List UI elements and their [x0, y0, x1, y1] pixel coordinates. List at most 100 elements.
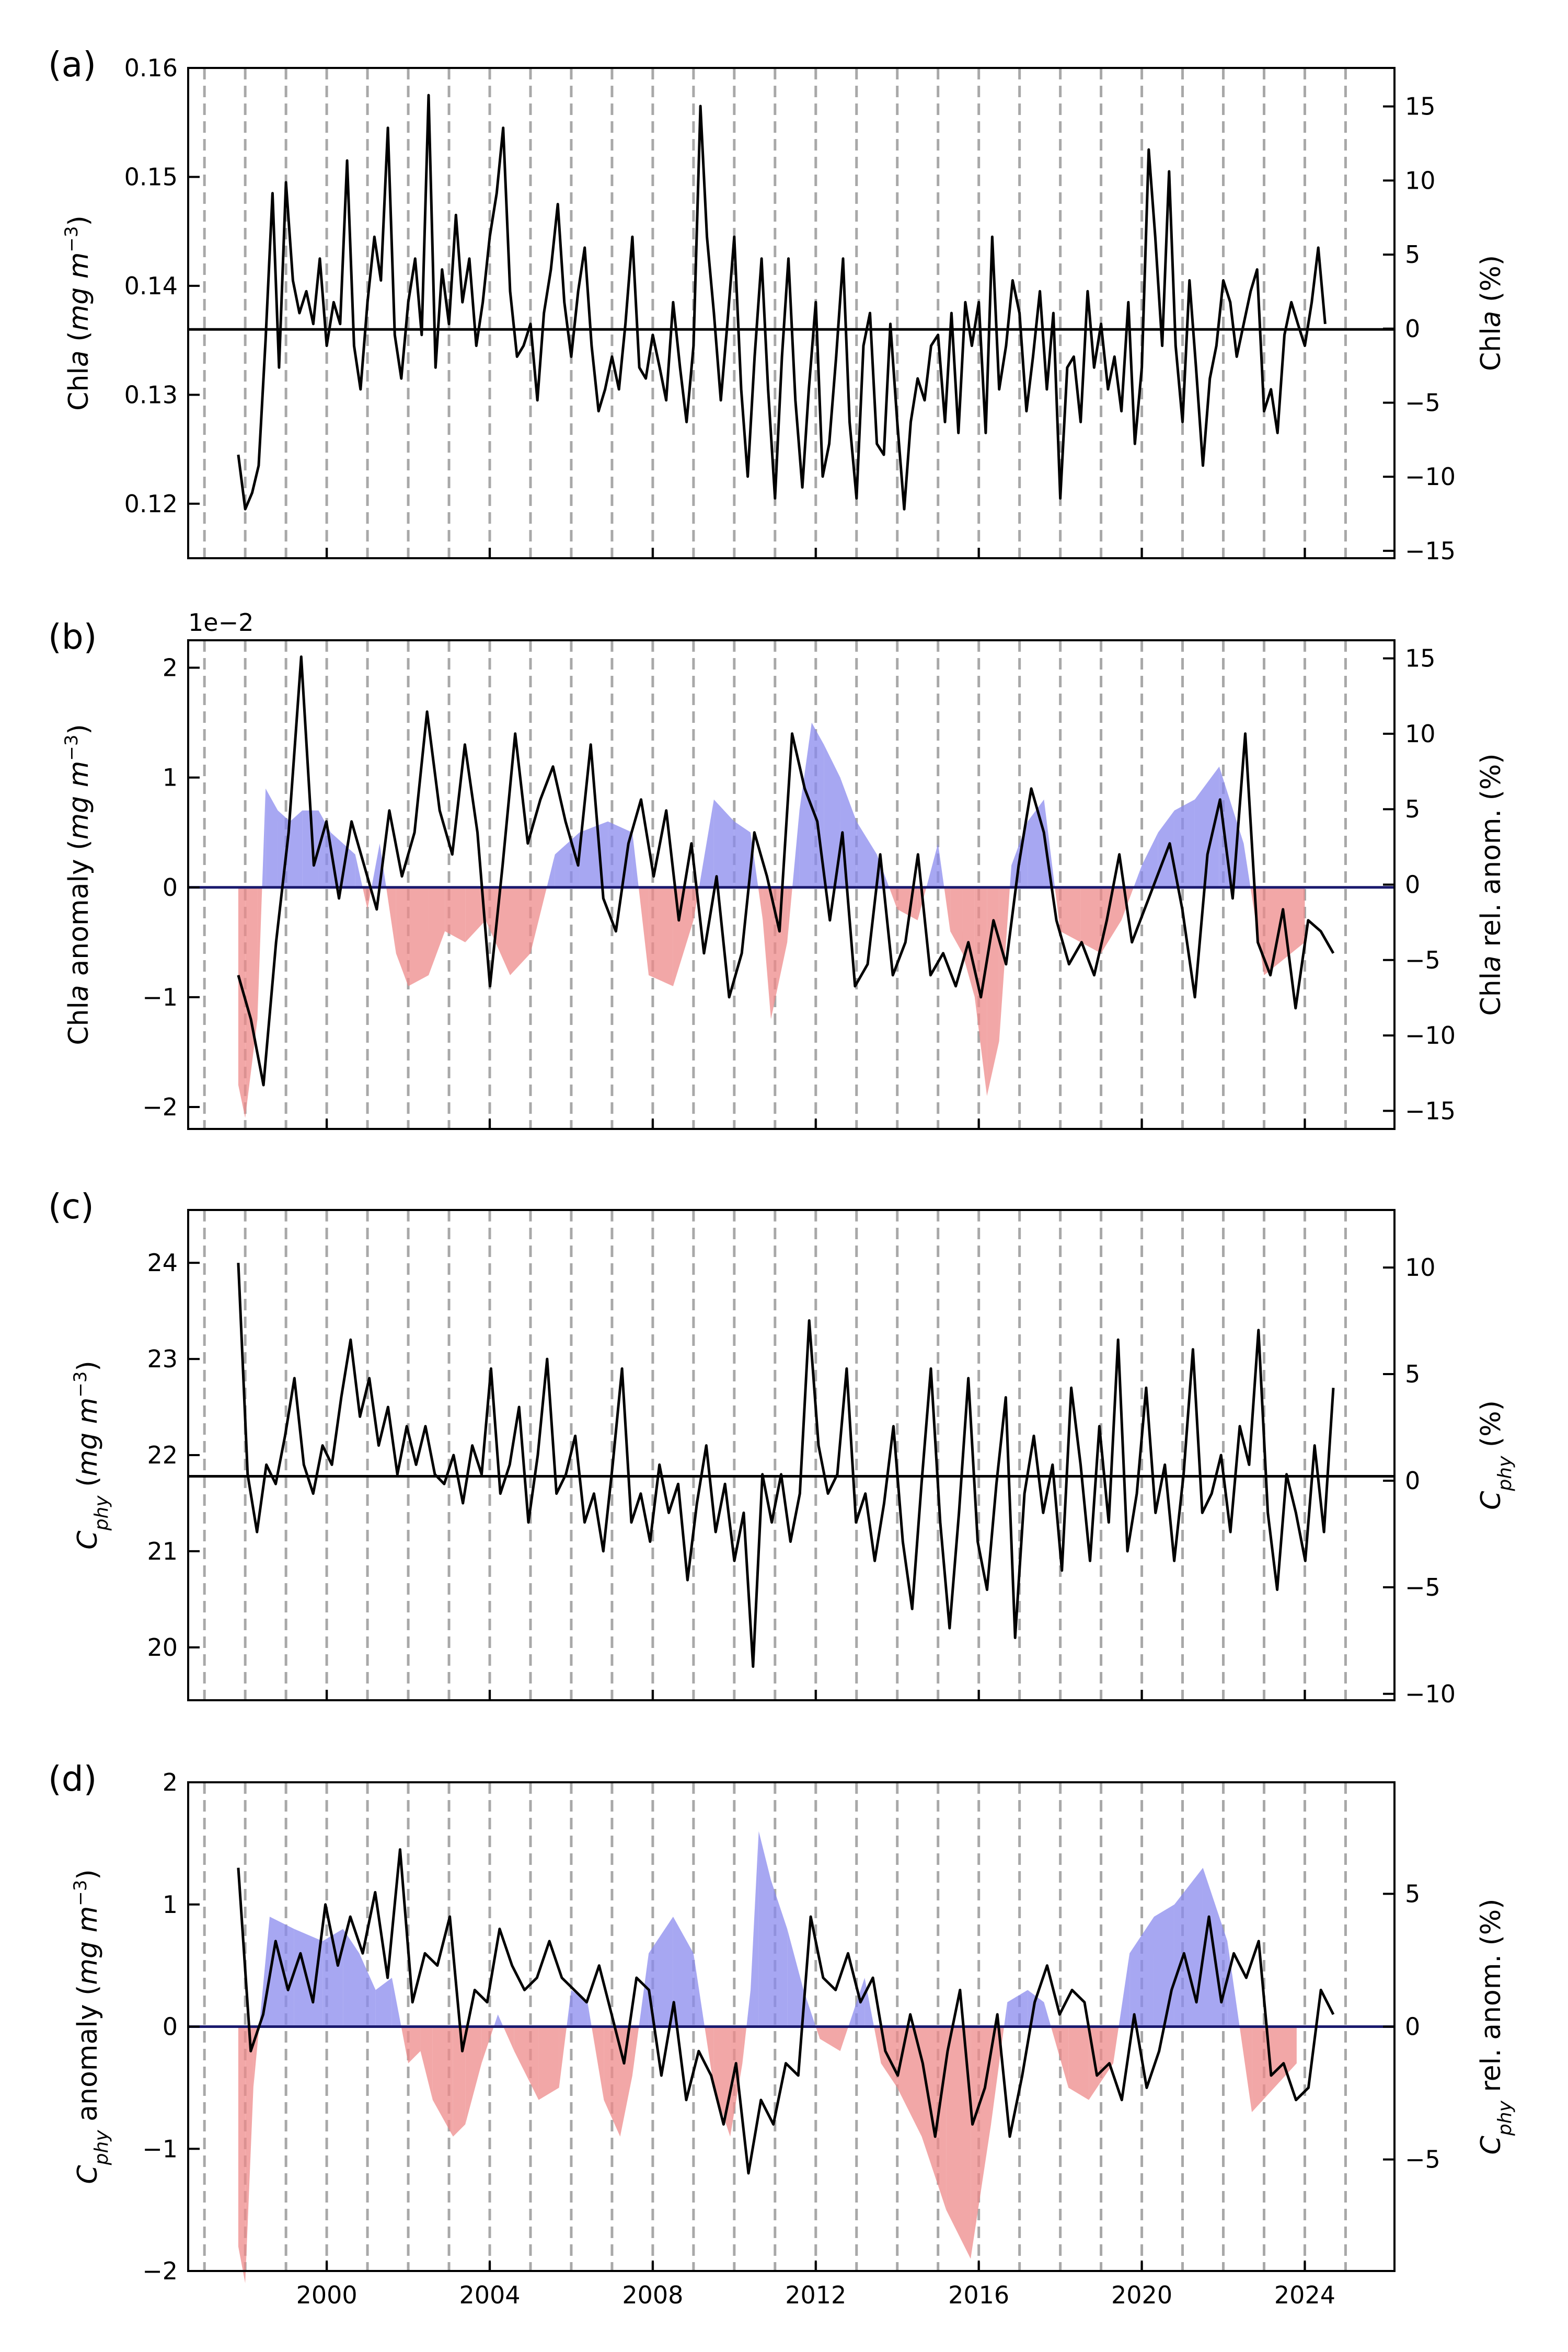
negative-anomaly-fill — [1101, 887, 1122, 953]
label-sub: phy — [1494, 2100, 1516, 2136]
label-italic: a — [1475, 955, 1507, 972]
panel-label: (a) — [48, 44, 96, 85]
label-part: rel. anom. (%) — [1475, 1899, 1507, 2101]
positive-anomaly-fill — [547, 854, 555, 887]
negative-anomaly-fill — [1080, 887, 1101, 953]
positive-anomaly-fill — [751, 1831, 759, 2027]
positive-anomaly-fill — [1243, 843, 1251, 887]
data-series-line — [237, 94, 1327, 511]
negative-anomaly-fill — [946, 2026, 971, 2259]
positive-anomaly-fill — [493, 2014, 498, 2027]
positive-anomaly-fill — [758, 1831, 771, 2027]
negative-anomaly-fill — [999, 887, 1010, 1041]
y-right-tick-label: −5 — [1405, 946, 1440, 974]
y-right-tick-label: −10 — [1405, 463, 1456, 491]
negative-anomaly-fill — [991, 2026, 1005, 2125]
y-axis-label: Cphy (mg m−3) — [70, 1361, 112, 1549]
label-part: Chl — [1475, 972, 1507, 1016]
positive-anomaly-fill — [375, 1978, 392, 2027]
y-right-tick-label: 0 — [1405, 1467, 1420, 1495]
y-tick-label: 2 — [163, 654, 178, 682]
y-right-tick-label: −15 — [1405, 1097, 1456, 1125]
y-tick-label: 21 — [147, 1537, 178, 1565]
y-tick-label: 0.16 — [124, 54, 178, 82]
label-italic: C — [72, 1530, 103, 1550]
negative-anomaly-fill — [1055, 887, 1060, 931]
y-right-axis-label: Chla (%) — [1475, 255, 1507, 371]
positive-anomaly-fill — [343, 1929, 360, 2027]
y-axis-label: Cphy anomaly (mg m−3) — [70, 1869, 112, 2184]
positive-anomaly-fill — [673, 1917, 694, 2027]
offset-label: 1e−2 — [188, 608, 253, 637]
negative-anomaly-fill — [1051, 2026, 1069, 2088]
positive-anomaly-fill — [824, 744, 840, 887]
y-right-tick-label: −5 — [1405, 1573, 1440, 1601]
y-tick-label: −1 — [142, 983, 178, 1011]
negative-anomaly-fill — [1252, 2026, 1297, 2113]
label-part: Chl — [1475, 327, 1507, 371]
negative-anomaly-fill — [367, 887, 372, 909]
negative-anomaly-fill — [944, 887, 951, 931]
y-right-tick-label: 5 — [1405, 1360, 1420, 1388]
positive-anomaly-fill — [1007, 1990, 1028, 2027]
negative-anomaly-fill — [771, 887, 788, 1019]
data-series-line — [237, 1848, 1335, 2175]
x-tick-label: 2000 — [296, 2281, 358, 2309]
positive-anomaly-fill — [1154, 1904, 1174, 2027]
positive-anomaly-fill — [848, 1978, 865, 2027]
positive-anomaly-fill — [1142, 832, 1158, 887]
y-tick-label: 0.12 — [124, 490, 178, 518]
negative-anomaly-fill — [1264, 887, 1305, 975]
y-right-tick-label: 15 — [1405, 93, 1436, 121]
x-tick-label: 2008 — [622, 2281, 683, 2309]
y-tick-label: 0.14 — [124, 272, 178, 300]
positive-anomaly-fill — [1119, 1953, 1130, 2027]
label-italic: a — [63, 985, 95, 1001]
negative-anomaly-fill — [432, 2026, 453, 2137]
positive-anomaly-fill — [262, 788, 266, 887]
label-part: (%) — [1475, 255, 1507, 311]
label-part: ) — [63, 724, 95, 734]
label-italic: C — [1475, 2135, 1507, 2154]
data-series-line — [237, 655, 1335, 1087]
positive-anomaly-fill — [856, 821, 877, 887]
y-right-tick-label: −15 — [1405, 537, 1456, 565]
negative-anomaly-fill — [742, 2026, 747, 2063]
y-right-tick-label: −5 — [1405, 388, 1440, 417]
positive-anomaly-fill — [1219, 766, 1244, 887]
positive-anomaly-fill — [1044, 2002, 1051, 2027]
positive-anomaly-fill — [693, 1953, 705, 2027]
y-right-tick-label: 5 — [1405, 795, 1420, 823]
label-part: rel. anom. (%) — [1475, 753, 1507, 955]
negative-anomaly-fill — [840, 2026, 849, 2051]
negative-anomaly-fill — [465, 2026, 482, 2125]
negative-anomaly-fill — [820, 2026, 840, 2051]
positive-anomaly-fill — [1010, 865, 1012, 887]
panel-d: −2 −1 0 1 2 −5 0 5 2000 2004 2008 2012 2016 2020 2024 (… — [48, 1759, 1516, 2309]
positive-anomaly-fill — [799, 722, 812, 887]
y-right-tick-label: −10 — [1405, 1021, 1456, 1050]
label-sup: −3 — [70, 1880, 91, 1906]
negative-anomaly-fill — [787, 887, 792, 942]
y-tick-label: 1 — [163, 764, 178, 792]
positive-anomaly-fill — [266, 788, 278, 887]
y-tick-label: −1 — [142, 2135, 178, 2163]
y-tick-label: −2 — [142, 2257, 178, 2285]
negative-anomaly-fill — [559, 2026, 567, 2088]
negative-anomaly-fill — [987, 887, 999, 1096]
y-right-tick-label: 0 — [1405, 871, 1420, 899]
negative-anomaly-fill — [245, 887, 258, 1118]
positive-anomaly-fill — [699, 799, 714, 887]
negative-anomaly-fill — [257, 887, 262, 1019]
negative-anomaly-fill — [1239, 2026, 1252, 2113]
negative-anomaly-fill — [604, 2026, 620, 2137]
x-tick-label: 2004 — [459, 2281, 520, 2309]
positive-anomaly-fill — [751, 832, 758, 887]
positive-anomaly-fill — [608, 821, 632, 887]
negative-anomaly-fill — [408, 887, 429, 986]
positive-anomaly-fill — [746, 1990, 751, 2027]
positive-anomaly-fill — [278, 810, 290, 887]
negative-anomaly-fill — [950, 887, 963, 953]
label-part: Chl — [63, 1001, 95, 1045]
positive-anomaly-fill — [318, 810, 331, 887]
